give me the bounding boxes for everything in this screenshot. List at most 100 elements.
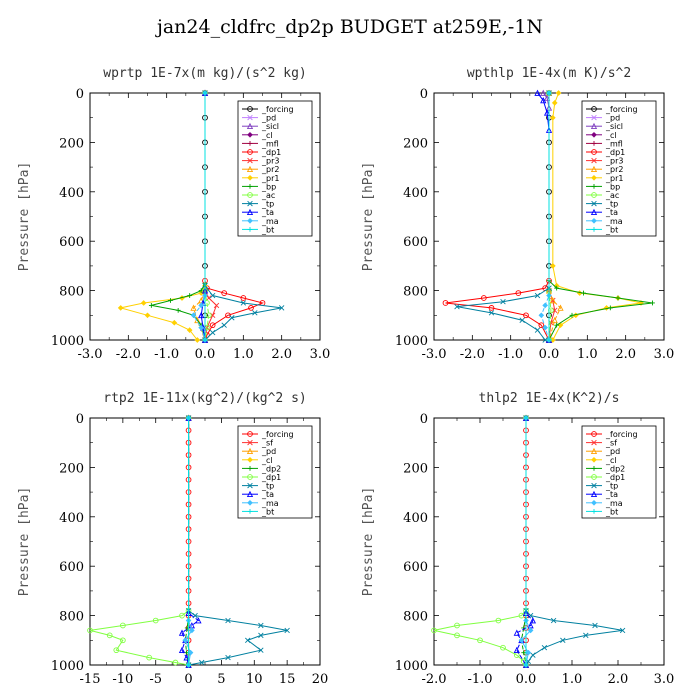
data-point — [527, 612, 534, 619]
legend-marker — [591, 482, 597, 489]
data-point — [185, 476, 192, 483]
legend-label: _bt — [605, 225, 618, 234]
data-point — [186, 662, 191, 668]
data-point — [619, 627, 626, 634]
data-point — [554, 322, 560, 328]
data-point — [190, 312, 197, 319]
legend-label: _pr3 — [605, 157, 623, 166]
series-ma — [538, 90, 552, 343]
data-point — [195, 617, 202, 624]
data-point — [534, 89, 541, 96]
data-point — [546, 337, 552, 343]
data-point — [202, 292, 208, 299]
data-point — [202, 337, 208, 343]
legend-marker — [590, 122, 598, 130]
data-point — [557, 322, 564, 329]
data-point — [185, 661, 192, 668]
data-point — [581, 290, 586, 296]
data-point — [202, 238, 208, 245]
data-point — [546, 337, 552, 343]
data-point — [546, 90, 552, 96]
x-tick-label: 15 — [279, 672, 296, 687]
series-line — [516, 418, 534, 666]
data-point — [523, 662, 529, 668]
data-point — [542, 302, 548, 309]
series-sicl — [201, 89, 209, 343]
data-point — [202, 263, 208, 269]
data-point — [650, 300, 655, 306]
data-point — [518, 636, 525, 644]
x-tick-label: 20 — [312, 672, 329, 687]
data-point — [185, 607, 192, 614]
series-line — [188, 418, 288, 666]
data-point — [209, 329, 216, 336]
data-point — [185, 600, 192, 607]
legend-label: _bp — [605, 182, 620, 191]
series-line — [548, 93, 552, 341]
series-tp — [454, 90, 552, 343]
data-point — [189, 627, 195, 634]
y-tick-label: 0 — [420, 87, 428, 102]
data-point — [550, 617, 557, 624]
data-point — [198, 297, 205, 304]
series-line — [120, 93, 206, 341]
y-tick-label: 600 — [59, 560, 84, 575]
data-point — [204, 285, 210, 291]
legend-marker — [591, 149, 597, 155]
data-point — [552, 307, 558, 314]
data-point — [146, 654, 152, 661]
series-line — [456, 93, 550, 341]
data-point — [185, 414, 192, 421]
series-bt — [186, 415, 191, 668]
data-point — [523, 588, 529, 594]
data-point — [477, 637, 483, 644]
legend-label: _ma — [261, 217, 279, 226]
y-tick-label: 200 — [403, 136, 428, 151]
data-point — [545, 336, 553, 343]
data-point — [480, 295, 487, 301]
data-point — [523, 649, 529, 656]
data-point — [202, 90, 208, 96]
data-point — [186, 415, 191, 421]
series-tp — [523, 415, 626, 668]
data-point — [546, 287, 552, 294]
data-point — [185, 649, 192, 656]
legend-marker — [247, 217, 253, 224]
data-point — [546, 337, 552, 343]
x-tick-label: 3.0 — [654, 672, 675, 687]
series-line — [542, 92, 550, 340]
series-line — [181, 418, 200, 666]
plot-frame — [433, 92, 665, 341]
data-point — [182, 637, 188, 643]
data-point — [202, 90, 208, 96]
data-point — [638, 300, 644, 306]
data-point — [202, 114, 208, 121]
x-tick-label: -5 — [149, 672, 162, 687]
legend-marker — [591, 227, 597, 232]
series-pd — [185, 414, 192, 668]
series-line — [445, 93, 550, 341]
y-tick-label: 200 — [59, 136, 84, 151]
data-point — [206, 295, 212, 301]
data-point — [550, 263, 556, 269]
legend-marker — [591, 141, 597, 146]
x-tick-label: -3.0 — [77, 347, 102, 362]
data-point — [546, 337, 552, 343]
data-point — [523, 415, 529, 421]
y-tick-label: 800 — [59, 285, 84, 300]
series-line — [192, 93, 206, 341]
data-point — [198, 659, 205, 666]
data-point — [202, 337, 208, 343]
data-point — [184, 650, 189, 656]
data-point — [520, 658, 527, 665]
data-point — [225, 654, 231, 661]
series-pr3 — [546, 90, 558, 343]
data-point — [202, 90, 208, 96]
data-point — [198, 290, 204, 296]
y-tick-label: 200 — [59, 461, 84, 476]
legend-marker — [247, 456, 253, 463]
data-point — [202, 90, 208, 96]
data-point — [182, 637, 189, 644]
legend-label: _forcing — [261, 105, 294, 114]
data-point — [186, 613, 191, 618]
